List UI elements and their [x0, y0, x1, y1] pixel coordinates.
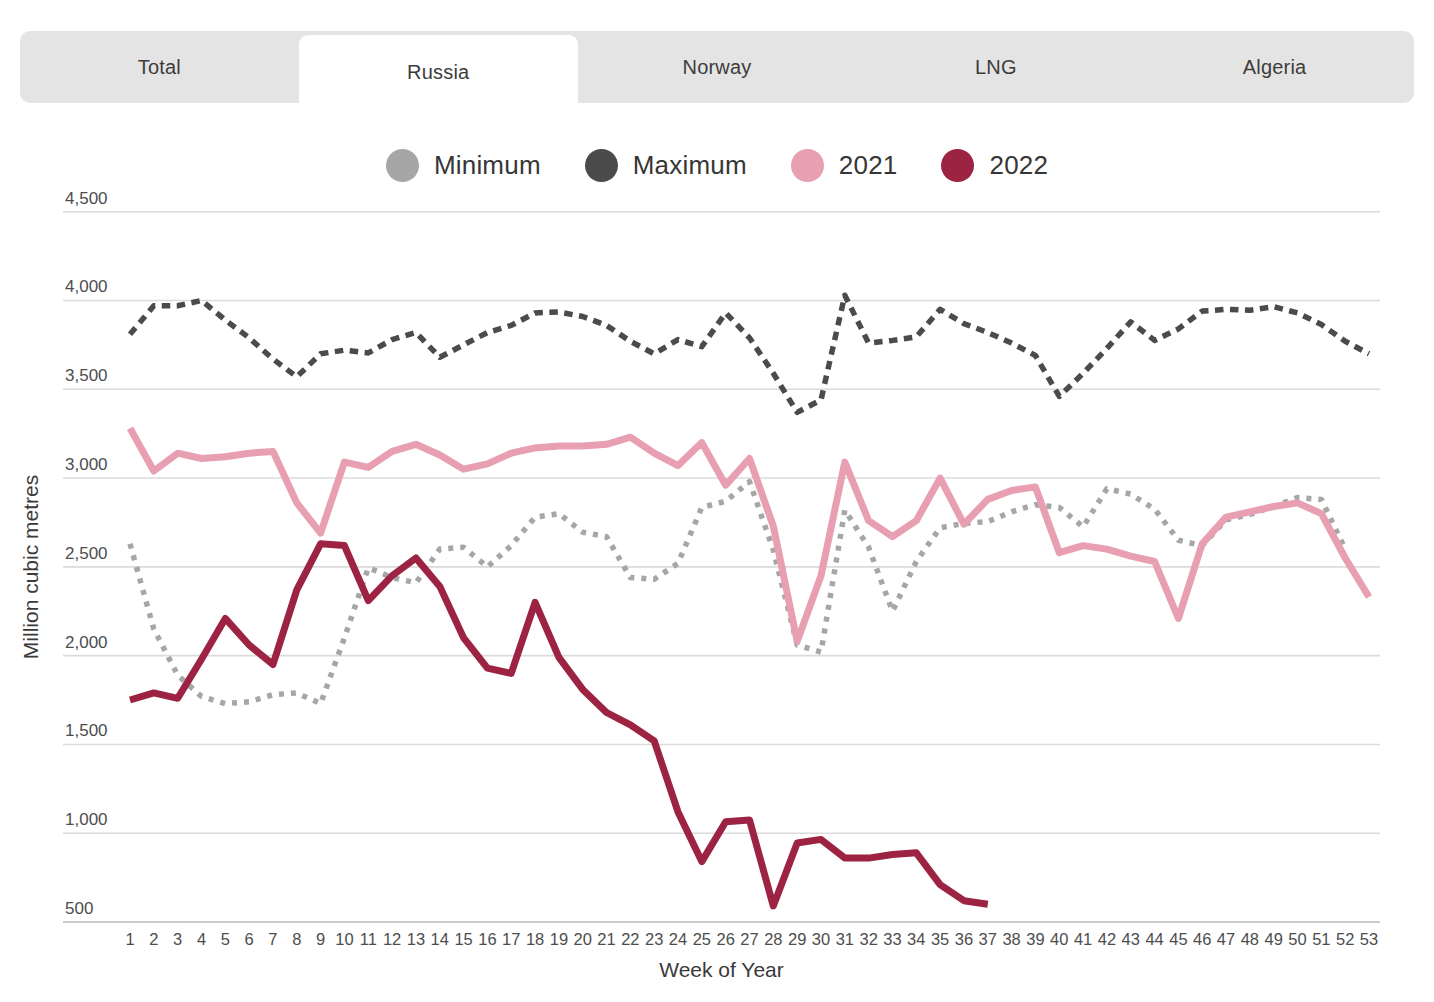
x-tick-label: 12	[383, 930, 401, 948]
x-tick-label: 24	[669, 930, 687, 948]
x-tick-label: 35	[931, 930, 949, 948]
x-tick-label: 29	[788, 930, 806, 948]
x-tick-label: 4	[197, 930, 206, 948]
y-axis-title: Million cubic metres	[19, 475, 42, 659]
x-tick-label: 48	[1241, 930, 1259, 948]
x-tick-label: 22	[621, 930, 639, 948]
x-tick-label: 25	[693, 930, 711, 948]
x-tick-label: 20	[574, 930, 592, 948]
x-tick-label: 36	[955, 930, 973, 948]
x-tick-label: 16	[478, 930, 496, 948]
x-tick-label: 23	[645, 930, 663, 948]
x-tick-label: 9	[316, 930, 325, 948]
x-tick-label: 46	[1193, 930, 1211, 948]
x-tick-label: 27	[740, 930, 758, 948]
x-tick-label: 42	[1098, 930, 1116, 948]
series-minimum-line	[130, 482, 1345, 704]
y-tick-label: 1,500	[65, 721, 108, 740]
y-tick-label: 1,000	[65, 810, 108, 829]
x-tick-label: 26	[716, 930, 734, 948]
x-tick-label: 17	[502, 930, 520, 948]
x-tick-label: 49	[1265, 930, 1283, 948]
x-axis-title: Week of Year	[659, 958, 784, 981]
x-tick-label: 33	[883, 930, 901, 948]
x-tick-label: 15	[454, 930, 472, 948]
x-tick-label: 28	[764, 930, 782, 948]
x-tick-label: 21	[597, 930, 615, 948]
x-tick-label: 3	[173, 930, 182, 948]
x-tick-label: 31	[836, 930, 854, 948]
x-tick-label: 47	[1217, 930, 1235, 948]
series-2022-line	[130, 544, 988, 906]
x-tick-label: 52	[1336, 930, 1354, 948]
x-tick-label: 1	[125, 930, 134, 948]
x-tick-label: 19	[550, 930, 568, 948]
y-tick-label: 500	[65, 899, 93, 918]
y-tick-label: 3,500	[65, 366, 108, 385]
y-tick-label: 2,000	[65, 633, 108, 652]
x-tick-label: 41	[1074, 930, 1092, 948]
y-tick-label: 3,000	[65, 455, 108, 474]
x-tick-label: 39	[1026, 930, 1044, 948]
y-tick-label: 2,500	[65, 544, 108, 563]
x-tick-label: 44	[1145, 930, 1163, 948]
x-tick-label: 51	[1312, 930, 1330, 948]
x-tick-label: 5	[221, 930, 230, 948]
x-tick-label: 14	[431, 930, 449, 948]
x-tick-label: 13	[407, 930, 425, 948]
x-tick-label: 45	[1169, 930, 1187, 948]
series-2021-line	[130, 428, 1369, 641]
y-tick-label: 4,500	[65, 189, 108, 208]
x-tick-label: 38	[1002, 930, 1020, 948]
x-tick-label: 6	[245, 930, 254, 948]
x-tick-label: 18	[526, 930, 544, 948]
x-tick-label: 32	[859, 930, 877, 948]
x-tick-label: 37	[979, 930, 997, 948]
x-tick-label: 2	[149, 930, 158, 948]
line-chart: 500 1,000 1,500 2,000 2,500 3,000 3,500 4,000 4,…	[0, 0, 1434, 1002]
x-tick-label: 34	[907, 930, 925, 948]
x-tick-label: 10	[335, 930, 353, 948]
x-tick-label: 30	[812, 930, 830, 948]
series-maximum-line	[130, 295, 1369, 412]
y-tick-label: 4,000	[65, 277, 108, 296]
x-tick-label: 50	[1288, 930, 1306, 948]
x-tick-label: 7	[268, 930, 277, 948]
x-tick-label: 8	[292, 930, 301, 948]
x-tick-label: 53	[1360, 930, 1378, 948]
x-tick-label: 11	[360, 930, 377, 948]
x-tick-label: 43	[1122, 930, 1140, 948]
x-tick-label: 40	[1050, 930, 1068, 948]
